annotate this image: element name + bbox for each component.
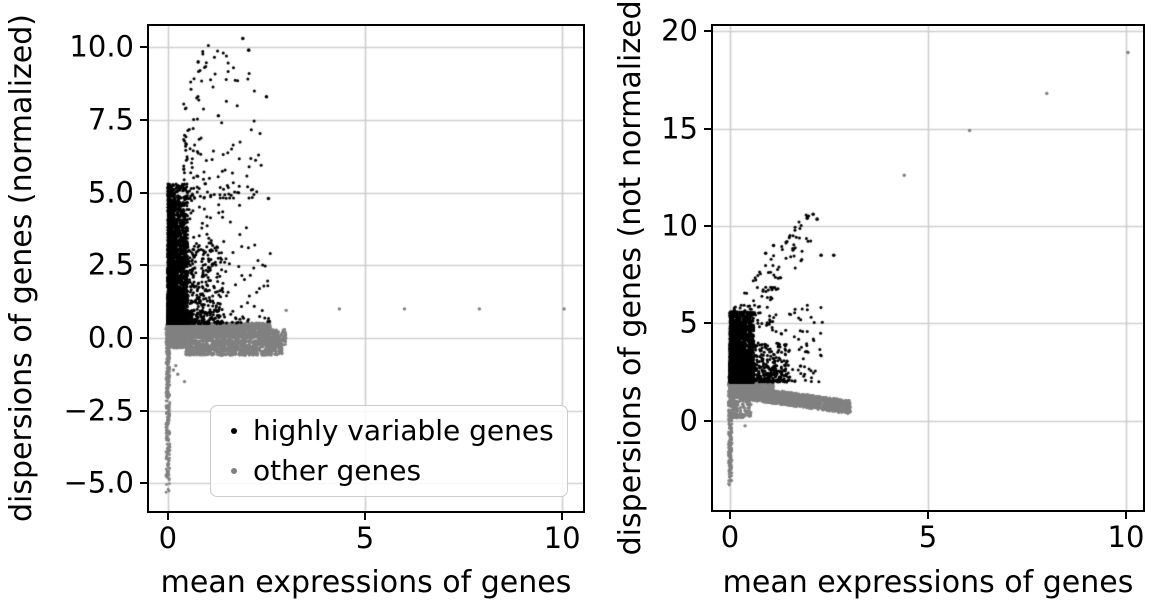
- left-y-tick-label: 10.0: [69, 29, 134, 64]
- left-y-tick-label: −2.5: [63, 393, 134, 428]
- left-x-tick-mark: [364, 513, 366, 520]
- right-x-tick-label: 10: [1107, 520, 1145, 554]
- right-y-tick-mark: [704, 127, 711, 130]
- left-y-tick-mark: [140, 46, 147, 49]
- left-x-axis-label: mean expressions of genes: [160, 565, 572, 600]
- left-x-tick-label: 10: [543, 521, 581, 555]
- legend-item-other-genes: other genes: [225, 453, 567, 487]
- legend-label-other-genes: other genes: [253, 453, 422, 487]
- left-y-tick-mark: [140, 118, 147, 121]
- left-x-tick-mark: [166, 513, 169, 520]
- right-y-tick-mark: [704, 322, 711, 325]
- right-scatter-canvas: [711, 24, 1145, 512]
- left-y-tick-mark: [140, 336, 147, 339]
- left-y-tick-mark: [140, 482, 147, 485]
- left-y-tick-label: −5.0: [63, 465, 134, 500]
- legend-label-highly-variable-genes: highly variable genes: [253, 414, 554, 448]
- left-y-tick-label: 5.0: [87, 175, 134, 210]
- left-y-tick-label: 2.5: [87, 247, 134, 282]
- right-y-tick-mark: [704, 419, 711, 422]
- right-axes: [711, 24, 1145, 512]
- right-x-tick-label: 0: [720, 520, 740, 554]
- right-x-axis-label: mean expressions of genes: [722, 565, 1134, 600]
- left-x-tick-mark: [561, 513, 564, 520]
- legend: highly variable genes other genes: [210, 405, 568, 497]
- left-y-tick-label: 7.5: [87, 102, 134, 137]
- left-y-tick-mark: [140, 409, 147, 412]
- right-x-tick-label: 5: [918, 520, 938, 554]
- right-x-tick-mark: [927, 512, 929, 519]
- left-x-tick-label: 0: [158, 521, 178, 555]
- left-x-tick-label: 5: [355, 521, 375, 555]
- right-y-tick-label: 10: [661, 208, 698, 243]
- right-y-tick-label: 5: [679, 305, 698, 340]
- right-y-tick-label: 15: [661, 111, 698, 145]
- right-y-tick-mark: [704, 30, 711, 33]
- right-x-tick-mark: [729, 512, 731, 519]
- hvg-dot-icon: [231, 428, 237, 435]
- right-y-axis-label: dispersions of genes (not normalized): [613, 0, 648, 556]
- right-x-tick-mark: [1124, 512, 1127, 519]
- left-y-tick-mark: [140, 264, 147, 267]
- right-y-tick-label: 0: [679, 403, 698, 438]
- legend-item-highly-variable-genes: highly variable genes: [225, 417, 567, 445]
- left-y-tick-mark: [140, 191, 147, 194]
- left-y-tick-label: 0.0: [87, 320, 134, 355]
- other-genes-dot-icon: [231, 467, 237, 474]
- right-y-tick-label: 20: [661, 13, 698, 48]
- right-y-tick-mark: [704, 224, 711, 227]
